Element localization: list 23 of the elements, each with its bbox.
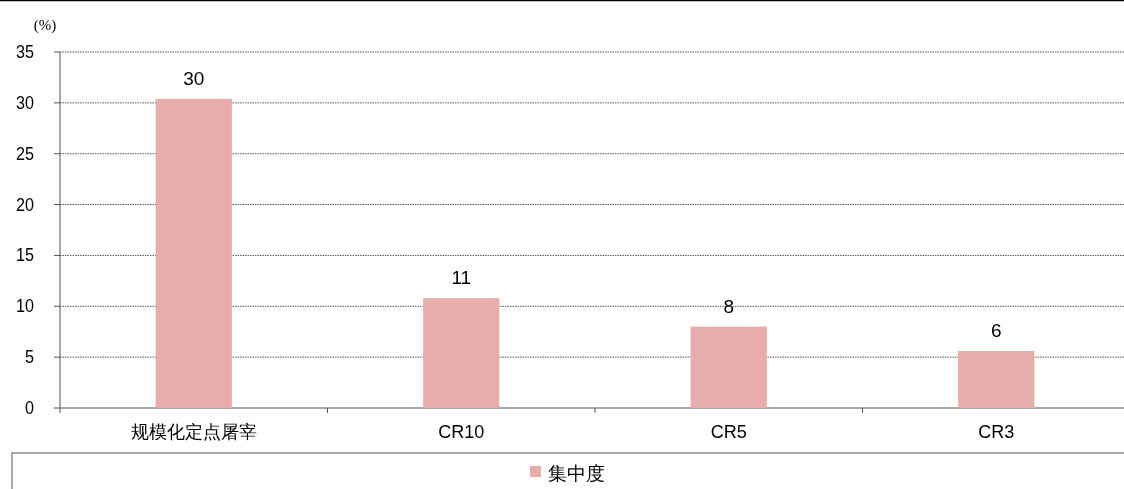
data-label: 30 xyxy=(183,67,205,89)
y-tick-label: 15 xyxy=(16,244,35,266)
legend: 集中度 xyxy=(11,452,1124,489)
bar xyxy=(423,298,500,408)
bar xyxy=(155,98,232,408)
x-tick-label: CR3 xyxy=(978,422,1015,442)
x-tick-label: CR5 xyxy=(710,422,747,442)
y-tick-label: 10 xyxy=(16,295,35,317)
y-tick-label: 0 xyxy=(25,396,35,419)
y-tick-label: 25 xyxy=(16,142,35,165)
x-tick-label: 规模化定点屠宰 xyxy=(130,422,257,442)
data-label: 8 xyxy=(723,295,735,317)
y-tick-label: 5 xyxy=(25,345,35,368)
y-tick-label: 35 xyxy=(16,40,35,63)
data-label: 11 xyxy=(451,267,472,289)
bar xyxy=(958,351,1035,408)
data-label: 6 xyxy=(990,320,1002,342)
legend-label: 集中度 xyxy=(548,463,605,484)
y-tick-label: 20 xyxy=(16,193,35,215)
bar xyxy=(690,326,767,408)
y-axis-title: (%) xyxy=(33,17,57,34)
y-tick-label: 30 xyxy=(16,91,35,114)
x-tick-label: CR10 xyxy=(438,422,485,442)
